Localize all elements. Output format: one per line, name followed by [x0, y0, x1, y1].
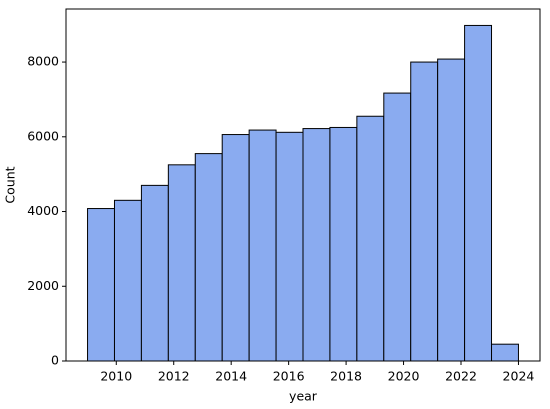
- y-tick-label: 0: [51, 353, 59, 368]
- y-tick-label: 4000: [27, 203, 59, 218]
- x-tick-label: 2018: [330, 369, 362, 384]
- x-tick-label: 2010: [100, 369, 132, 384]
- bar: [194, 153, 223, 362]
- x-tick-label: 2014: [215, 369, 247, 384]
- bar: [140, 184, 169, 362]
- bar: [167, 164, 196, 362]
- bar: [464, 24, 493, 362]
- plot-frame: [65, 8, 541, 362]
- bar: [329, 126, 358, 362]
- x-tick-label: 2024: [503, 369, 535, 384]
- bar: [437, 58, 466, 362]
- x-tick-label: 2020: [388, 369, 420, 384]
- bar: [87, 208, 115, 362]
- bar: [248, 129, 277, 362]
- bar: [275, 131, 304, 362]
- x-tick-label: 2022: [445, 369, 477, 384]
- x-tick-label: 2012: [158, 369, 190, 384]
- bar: [302, 128, 331, 362]
- x-tick-label: 2016: [273, 369, 305, 384]
- bar: [356, 115, 385, 362]
- bar: [383, 92, 412, 362]
- y-tick-label: 8000: [27, 54, 59, 69]
- y-tick-label: 6000: [27, 128, 59, 143]
- y-axis-label: Count: [3, 166, 18, 203]
- bar: [410, 61, 439, 362]
- bar: [221, 134, 250, 362]
- bar: [491, 343, 519, 362]
- x-axis-label: year: [289, 389, 318, 404]
- bar: [113, 199, 142, 362]
- y-tick-label: 2000: [27, 278, 59, 293]
